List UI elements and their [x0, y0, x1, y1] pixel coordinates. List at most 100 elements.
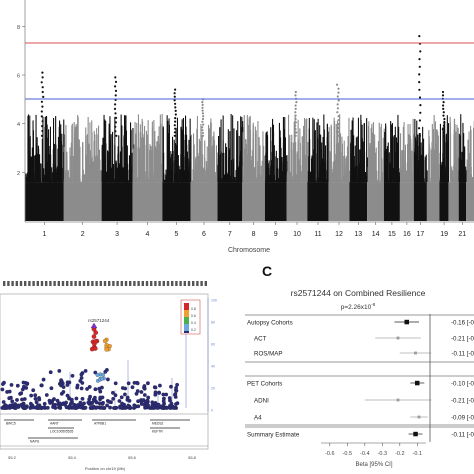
- snp-column: [240, 159, 242, 183]
- regional-top-track: [3, 281, 207, 286]
- chromosome-17-points: [413, 35, 428, 221]
- snp-column: [106, 181, 108, 183]
- snp-column: [256, 178, 258, 183]
- snp-column: [290, 179, 292, 183]
- snp-point: [34, 400, 39, 405]
- chromosome-4-band: [132, 182, 163, 221]
- snp-column: [414, 119, 416, 182]
- snp-column: [226, 147, 228, 182]
- snp-column: [338, 122, 340, 183]
- snp-column: [372, 171, 374, 183]
- snp-column: [262, 163, 264, 182]
- snp-column: [466, 181, 468, 182]
- snp-column: [416, 120, 418, 183]
- track-segment: [74, 281, 77, 286]
- peak-snp: [336, 111, 339, 114]
- snp-column: [428, 161, 430, 183]
- peak-snp: [295, 131, 298, 134]
- snp-column: [103, 180, 105, 183]
- chromosome-label: 9: [274, 231, 278, 238]
- snp-column: [335, 180, 337, 183]
- peak-snp: [174, 88, 177, 91]
- chromosome-label: 10: [293, 231, 301, 238]
- track-segment: [99, 281, 102, 286]
- snp-column: [120, 114, 122, 182]
- snp-column: [273, 145, 275, 182]
- snp-column: [45, 163, 47, 182]
- snp-column: [458, 169, 460, 182]
- snp-column: [402, 126, 404, 183]
- snp-column: [352, 117, 354, 183]
- recombination-tick-label: 0: [211, 409, 213, 413]
- snp-column: [263, 155, 265, 182]
- snp-column: [48, 180, 50, 182]
- snp-column: [314, 130, 316, 183]
- peak-snp: [294, 124, 297, 127]
- snp-column: [284, 117, 286, 183]
- snp-column: [44, 136, 46, 182]
- snp-column: [458, 133, 460, 183]
- snp-column: [369, 143, 371, 182]
- snp-column: [401, 180, 403, 183]
- snp-point: [153, 385, 158, 390]
- snp-column: [340, 179, 342, 182]
- snp-column: [420, 142, 422, 183]
- snp-column: [395, 171, 397, 183]
- snp-point: [48, 370, 53, 375]
- peak-snp: [441, 94, 445, 97]
- chromosome-22-points: [466, 121, 474, 221]
- snp-column: [131, 166, 133, 183]
- snp-column: [249, 115, 251, 182]
- chromosome-9-band: [264, 182, 287, 221]
- snp-column: [353, 166, 355, 183]
- regional-x-tick-label: 55.8: [188, 455, 197, 460]
- snp-column: [73, 137, 75, 183]
- chromosome-8-band: [242, 182, 265, 221]
- snp-column: [44, 175, 46, 183]
- snp-column: [439, 181, 441, 182]
- snp-column: [145, 130, 147, 183]
- snp-column: [189, 118, 191, 183]
- chromosome-2-points: [63, 114, 103, 221]
- track-segment: [40, 281, 44, 286]
- peak-snp: [41, 76, 44, 79]
- snp-column: [67, 177, 69, 183]
- ld-legend-swatch: [184, 310, 189, 317]
- track-segment: [196, 281, 199, 286]
- peak-snp: [336, 83, 339, 86]
- snp-column: [133, 144, 135, 182]
- snp-column: [296, 153, 298, 182]
- chromosome-12-points: [328, 83, 351, 221]
- snp-column: [472, 176, 474, 183]
- recombination-axis: 100 80 60 40 20 0: [207, 298, 217, 413]
- snp-point: [93, 370, 98, 375]
- snp-point: [126, 403, 131, 408]
- peak-snp: [201, 120, 204, 123]
- snp-column: [253, 177, 255, 182]
- snp-point: [79, 386, 84, 391]
- peak-snp: [443, 117, 446, 121]
- snp-column: [287, 171, 289, 182]
- snp-column: [128, 155, 130, 182]
- snp-column: [353, 135, 355, 183]
- snp-column: [425, 154, 427, 183]
- snp-column: [163, 173, 165, 182]
- snp-column: [455, 179, 457, 183]
- forest-row-label: ROS/MAP: [254, 351, 283, 358]
- snp-column: [235, 181, 237, 183]
- snp-column: [450, 133, 452, 182]
- snp-point: [105, 403, 109, 408]
- snp-point: [1, 382, 5, 387]
- snp-column: [330, 141, 332, 182]
- chromosome-20-points: [448, 116, 460, 221]
- snp-column: [206, 161, 208, 182]
- snp-column: [53, 143, 55, 183]
- snp-column: [461, 178, 463, 183]
- snp-column: [316, 122, 318, 183]
- snp-column: [185, 135, 187, 182]
- snp-column: [282, 181, 284, 183]
- recombination-tick-label: 40: [211, 365, 215, 369]
- snp-point: [132, 405, 137, 410]
- peak-snp: [418, 134, 421, 137]
- forest-x-tick-label: -0.5: [343, 451, 352, 457]
